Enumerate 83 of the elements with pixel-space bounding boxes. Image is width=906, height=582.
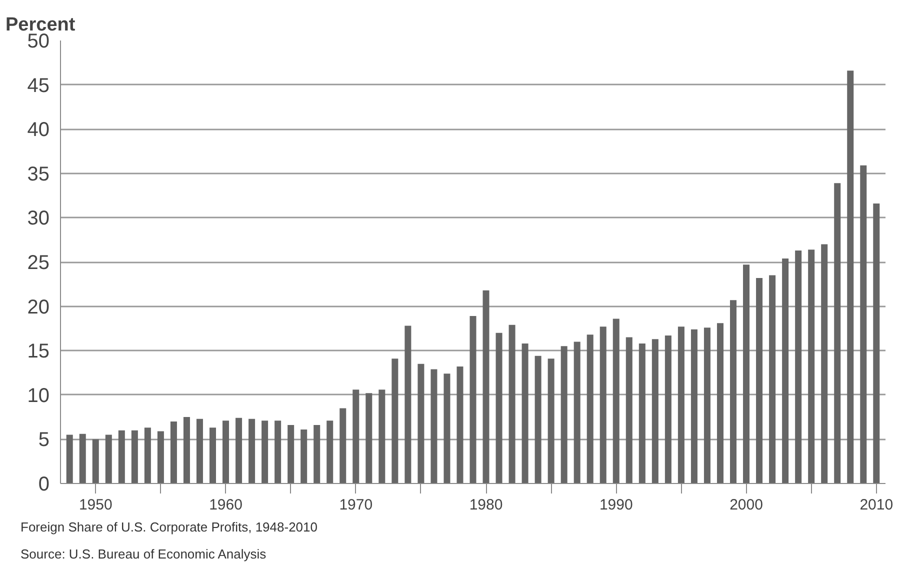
- bar: [678, 326, 684, 484]
- bar: [236, 418, 242, 484]
- bar: [704, 328, 710, 484]
- bar: [821, 244, 828, 484]
- bar: [795, 250, 802, 484]
- bar: [496, 332, 502, 484]
- bar: [847, 70, 854, 484]
- bar: [534, 356, 542, 484]
- y-tick-label: 35: [27, 163, 50, 186]
- x-tick-label: 1980: [469, 496, 503, 514]
- bar: [626, 337, 632, 484]
- bar: [209, 428, 216, 484]
- y-tick-label: 15: [27, 340, 50, 363]
- bar: [444, 374, 450, 484]
- bar: [144, 428, 151, 484]
- bar: [418, 364, 424, 484]
- bar: [66, 434, 73, 484]
- x-tick-label: 1960: [209, 496, 242, 514]
- bar: [79, 434, 86, 484]
- bar: [456, 366, 464, 484]
- bar: [288, 425, 294, 484]
- bar: [326, 420, 334, 484]
- bar: [586, 334, 594, 484]
- bar: [222, 420, 230, 484]
- y-tick-label: 30: [27, 208, 50, 230]
- bar: [808, 250, 815, 484]
- bar: [756, 278, 763, 484]
- bar: [314, 425, 320, 484]
- bar: [262, 420, 268, 484]
- text: Foreign Share of U.S. Corporate Profits, 1948-2010: [20, 520, 318, 534]
- bar: [92, 439, 99, 484]
- x-tick-label: 1970: [339, 496, 373, 514]
- bar: [196, 418, 203, 484]
- bar: [522, 344, 528, 484]
- bar: [638, 344, 646, 484]
- bar: [769, 275, 776, 484]
- bar: [105, 434, 112, 484]
- bar: [652, 339, 658, 484]
- bar: [574, 342, 580, 484]
- bar: [300, 429, 308, 484]
- bar: [470, 316, 476, 484]
- bar: [131, 430, 138, 484]
- y-tick-label: 40: [27, 119, 50, 142]
- bar: [118, 430, 125, 484]
- y-tick-label: 0: [38, 474, 50, 496]
- bar: [404, 326, 412, 484]
- bar: [170, 421, 177, 484]
- bar: [612, 318, 620, 484]
- bar: [274, 420, 282, 484]
- bar: [183, 417, 190, 484]
- bar: [340, 408, 346, 484]
- bar: [352, 390, 360, 484]
- bar: [860, 165, 867, 484]
- bar: [600, 326, 606, 484]
- x-tick-label: 2010: [860, 496, 894, 514]
- bar: [834, 183, 841, 484]
- bar: [782, 258, 789, 484]
- bar: [664, 336, 672, 484]
- bar: [560, 346, 568, 484]
- y-tick-label: 10: [27, 384, 50, 407]
- bar: [157, 431, 164, 484]
- bar: [366, 393, 372, 484]
- bar: [873, 204, 880, 484]
- x-tick-label: 1990: [599, 496, 633, 514]
- bar: [508, 324, 516, 484]
- bar: [730, 300, 737, 484]
- bar: [716, 323, 724, 484]
- bar: [690, 329, 698, 484]
- bar: [392, 358, 398, 484]
- y-tick-label: 25: [27, 252, 50, 274]
- bar: [482, 290, 490, 484]
- y-tick-label: 20: [27, 296, 50, 318]
- y-tick-label: 5: [38, 429, 50, 452]
- y-tick-label: 50: [27, 30, 50, 52]
- bar: [430, 369, 438, 484]
- bar: [743, 264, 750, 484]
- x-tick-label: 2000: [730, 496, 763, 514]
- bar: [378, 390, 386, 484]
- y-tick-label: 45: [27, 74, 50, 97]
- bar: [548, 358, 554, 484]
- x-tick-label: 1950: [78, 496, 112, 514]
- source-note: Source: U.S. Bureau of Economic Analysis: [20, 546, 267, 562]
- bar: [248, 418, 256, 484]
